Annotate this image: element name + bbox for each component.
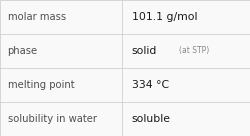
Text: solid: solid [131,46,156,56]
Text: 334 °C: 334 °C [131,80,168,90]
Text: melting point: melting point [8,80,74,90]
Text: solubility in water: solubility in water [8,114,96,124]
Text: soluble: soluble [131,114,170,124]
Text: molar mass: molar mass [8,12,66,22]
Text: (at STP): (at STP) [179,47,209,55]
Text: phase: phase [8,46,38,56]
Text: 101.1 g/mol: 101.1 g/mol [131,12,196,22]
